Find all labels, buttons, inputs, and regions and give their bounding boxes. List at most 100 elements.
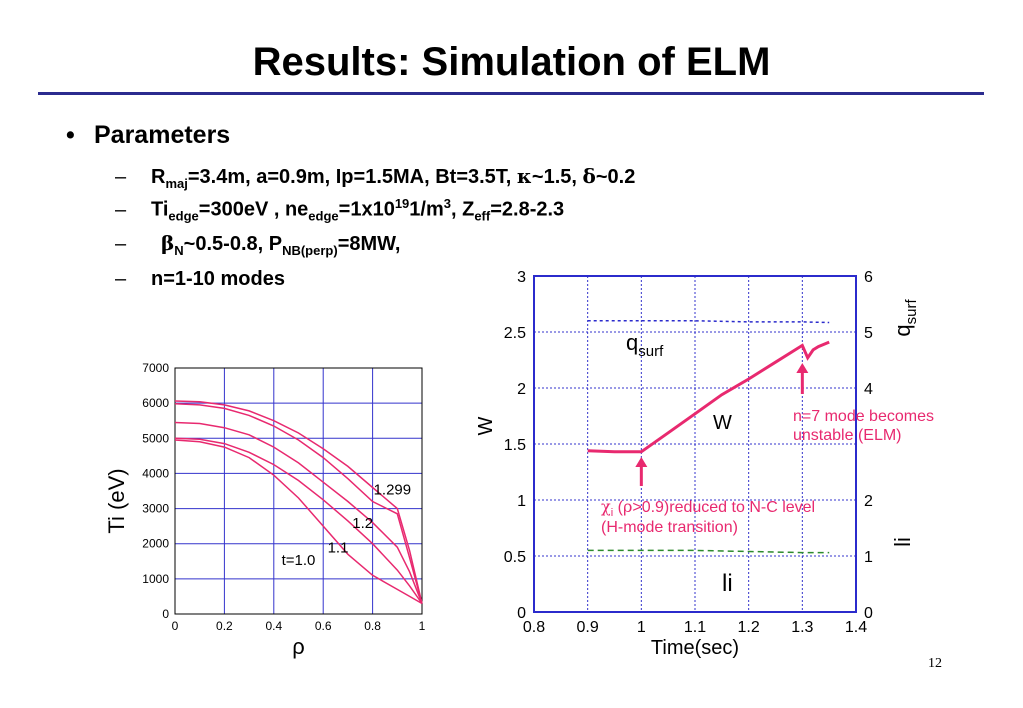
text-sub: edge (308, 208, 339, 224)
y-tick-label: 3000 (142, 502, 169, 516)
y2-tick-label: 0 (864, 605, 873, 622)
page-number: 12 (928, 656, 942, 671)
x-axis-label: ρ (292, 634, 305, 659)
x-tick-label: 1.2 (738, 619, 760, 636)
time-evolution-chart: 0.8 0.9 1 1.1 1.2 1.3 1.400.511.522.53012456Ti… (475, 269, 934, 659)
elm-annotation: n=7 mode becomes (793, 408, 934, 425)
delta-symbol: δ (582, 164, 596, 188)
chi-symbol: χ (601, 497, 611, 516)
time-annotation: 1.299 (374, 482, 412, 499)
y-tick-label: 1.5 (504, 437, 526, 454)
x-tick-label: 1 (637, 619, 646, 636)
arrow-head (796, 363, 809, 373)
text: =300eV , ne (198, 198, 309, 221)
y-tick-label: 0.5 (504, 549, 526, 566)
ti-profile-line (174, 437, 423, 604)
ti-profile-chart: 0 0.2 0.4 0.6 0.8 1 0 1000 2000 3000 4000 5000 6000 7… (104, 361, 426, 659)
plot-frame (174, 367, 423, 615)
bullet-label: Parameters (94, 121, 231, 149)
time-annotation: 1.1 (328, 540, 349, 557)
x-tick-label: 1.3 (791, 619, 813, 636)
text: R (151, 166, 166, 188)
text: ~1.5, (531, 166, 583, 188)
y2-tick-label: 6 (864, 269, 873, 286)
dash: – (115, 166, 127, 188)
title-divider (38, 92, 984, 95)
param-line-geometry: – Rmaj=3.4m, a=0.9m, Ip=1.5MA, Bt=3.5T, κ… (115, 164, 635, 191)
y2-tick-label: 4 (864, 381, 873, 398)
arrow-head (635, 457, 648, 467)
x-tick-label: 1.1 (684, 619, 706, 636)
y-tick-label: 6000 (142, 396, 169, 410)
time-annotation: 1.2 (352, 515, 373, 532)
text: =2.8-2.3 (490, 198, 565, 221)
qsurf-curve-label-sub: surf (638, 343, 664, 360)
x-tick-label: 1 (419, 619, 426, 633)
x-axis-label: Time(sec) (651, 637, 739, 659)
text: , Z (450, 198, 475, 221)
rho-symbol: ρ (623, 497, 632, 516)
y2-tick-label: 1 (864, 549, 873, 566)
time-annotation: t=1.0 (282, 552, 316, 569)
text-sub: NB(perp) (282, 243, 338, 258)
series-line-li (587, 549, 830, 554)
ti-profile-line (174, 439, 423, 605)
text: ( (613, 499, 623, 516)
y-tick-label: 1 (517, 493, 526, 510)
y-tick-label: 0 (162, 607, 169, 621)
x-tick-label: 0.8 (523, 619, 545, 636)
text: =8MW, (337, 233, 401, 255)
dash: – (115, 233, 127, 255)
x-tick-label: 0.9 (577, 619, 599, 636)
y2-axis-label-sub: surf (903, 299, 920, 325)
text-sup: 19 (394, 196, 410, 211)
y-axis-label: W (475, 416, 497, 435)
ti-profile-line (174, 400, 423, 604)
y2-axis-label: li (890, 537, 915, 547)
y2-axis-label-upper: qsurf (890, 299, 920, 337)
x-tick-label: 0.4 (265, 619, 282, 633)
y-tick-label: 3 (517, 269, 526, 286)
text-sup: 3 (443, 196, 451, 211)
beta-symbol: β (161, 231, 175, 255)
text: n=1-10 modes (151, 268, 285, 290)
text: ~0.2 (595, 166, 636, 188)
y2-tick-label: 2 (864, 493, 873, 510)
x-tick-label: 1.4 (845, 619, 867, 636)
text: 1/m (409, 198, 444, 221)
text: =3.4m, a=0.9m, Ip=1.5MA, Bt=3.5T, (187, 166, 517, 188)
series-line-qsurf (587, 320, 830, 324)
param-line-beta: – βN~0.5-0.8, PNB(perp)=8MW, (115, 231, 400, 258)
x-tick-label: 0.8 (364, 619, 381, 633)
text: >0.9)reduced to N-C level (632, 499, 815, 516)
series-line-w (587, 340, 830, 454)
text: ~0.5-0.8, P (183, 233, 283, 255)
y-tick-label: 1000 (142, 572, 169, 586)
text-sub: eff (474, 208, 491, 224)
ti-profile-line (174, 421, 423, 604)
plot-frame (533, 275, 857, 613)
y-tick-label: 2 (517, 381, 526, 398)
li-curve-label: li (722, 570, 733, 597)
dash: – (115, 198, 127, 221)
text-sub: edge (168, 208, 199, 224)
y-tick-label: 2.5 (504, 325, 526, 342)
bullet-parameters: • Parameters (66, 121, 230, 150)
elm-annotation: unstable (ELM) (793, 427, 902, 444)
y-tick-label: 0 (517, 605, 526, 622)
qsurf-curve-label: qsurf (626, 330, 664, 360)
hmode-annotation-line2: (H-mode transition) (601, 519, 738, 536)
y-tick-label: 7000 (142, 361, 169, 375)
x-tick-label: 0.6 (315, 619, 332, 633)
dash: – (115, 268, 127, 290)
text-sub: maj (165, 176, 188, 191)
chi-sub: i (611, 507, 613, 519)
y-axis-label: Ti (eV) (104, 468, 129, 533)
text: =1x10 (338, 198, 395, 221)
ti-profile-line (174, 403, 423, 604)
x-tick-label: 0 (172, 619, 179, 633)
hmode-annotation: χi (ρ>0.9)reduced to N-C level (601, 497, 815, 519)
param-line-edge: – Tiedge=300eV , needge=1x10191/m3, Zeff=… (115, 196, 564, 224)
kappa-symbol: κ (516, 164, 532, 188)
x-tick-label: 0.2 (216, 619, 233, 633)
